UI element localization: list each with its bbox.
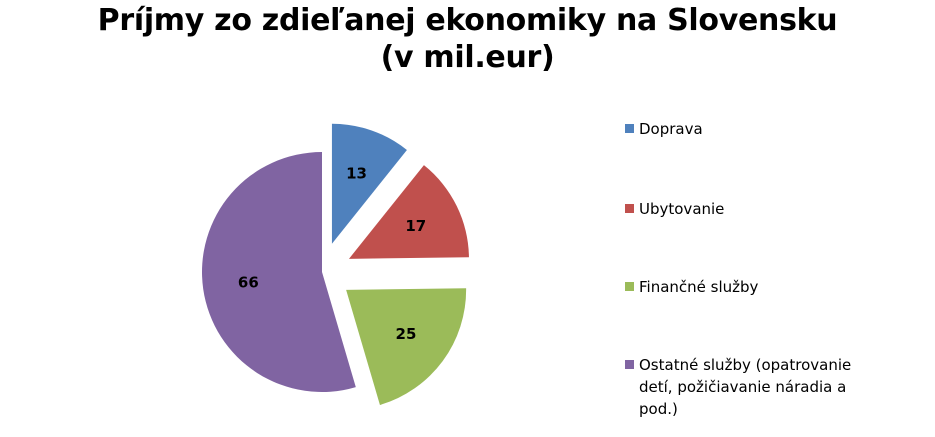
legend-label: Doprava — [639, 120, 703, 138]
legend-swatch — [625, 282, 634, 291]
legend-item-1: Doprava — [625, 118, 884, 140]
legend-item-4: Ostatné služby (opatrovanie detí, požiči… — [625, 354, 884, 420]
legend-item-2: Ubytovanie — [625, 198, 884, 220]
legend-label: Finančné služby — [639, 278, 759, 296]
data-label-1: 13 — [346, 164, 367, 182]
pie-slice-2 — [348, 165, 469, 259]
chart-title-line-2: (v mil.eur) — [380, 40, 555, 75]
legend-swatch — [625, 360, 634, 369]
pie-slices — [202, 123, 469, 405]
data-label-2: 17 — [405, 217, 426, 235]
chart-title: Príjmy zo zdieľanej ekonomiky na Slovens… — [0, 2, 935, 76]
legend-label: Ostatné služby (opatrovanie detí, požiči… — [639, 356, 852, 418]
pie-data-labels: 13 17 25 66 — [238, 164, 426, 343]
legend-label: Ubytovanie — [639, 200, 725, 218]
legend-swatch — [625, 204, 634, 213]
pie-slice-1 — [331, 123, 407, 244]
pie-slice-3 — [346, 288, 467, 405]
legend-item-3: Finančné služby — [625, 276, 884, 298]
data-label-3: 25 — [396, 325, 417, 343]
data-label-4: 66 — [238, 274, 259, 292]
pie-slice-4 — [202, 152, 356, 392]
chart-title-line-1: Príjmy zo zdieľanej ekonomiky na Slovens… — [97, 3, 838, 38]
legend-swatch — [625, 124, 634, 133]
